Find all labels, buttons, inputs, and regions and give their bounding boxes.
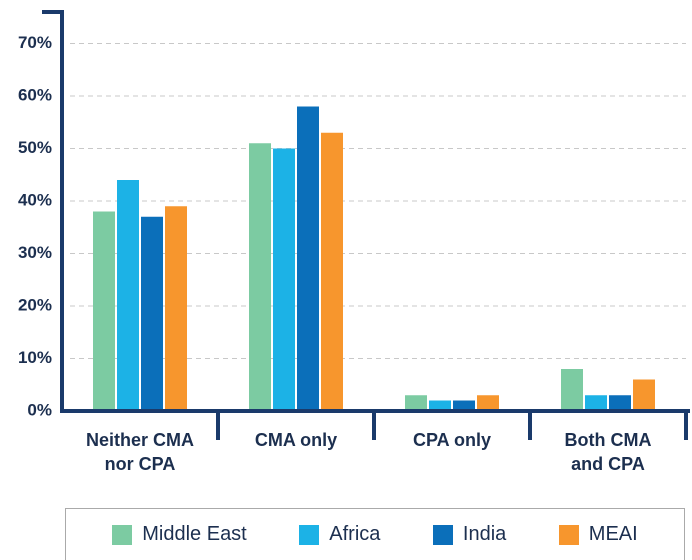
bar: [93, 211, 115, 411]
y-tick-label: 50%: [18, 138, 52, 157]
bar: [165, 206, 187, 411]
legend-label: India: [462, 523, 507, 545]
bar: [633, 379, 655, 411]
y-tick-label: 30%: [18, 243, 52, 262]
legend-swatch: [432, 524, 453, 545]
bar: [429, 400, 451, 411]
bar: [609, 395, 631, 411]
legend-item: MEAI: [558, 523, 638, 546]
bar: [273, 148, 295, 411]
bar: [117, 180, 139, 411]
legend-label: Middle East: [142, 523, 247, 545]
bar: [561, 369, 583, 411]
legend-label: MEAI: [588, 523, 638, 545]
bar: [249, 143, 271, 411]
x-tick-label: Neither CMA nor CPA: [85, 430, 194, 474]
y-tick-label: 0%: [27, 400, 52, 419]
legend-swatch: [299, 524, 320, 545]
y-tick-label: 10%: [18, 348, 52, 367]
x-tick-label: Both CMA and CPA: [564, 430, 652, 474]
legend-swatch: [112, 524, 133, 545]
y-tick-label: 20%: [18, 295, 52, 314]
legend: Middle East Africa India MEAI: [65, 508, 685, 560]
x-tick-label: CMA only: [254, 430, 338, 450]
y-tick-label: 70%: [18, 33, 52, 52]
bar: [297, 106, 319, 411]
legend-item: India: [432, 523, 507, 546]
bar: [585, 395, 607, 411]
bar: [477, 395, 499, 411]
legend-swatch: [558, 524, 579, 545]
legend-label: Africa: [329, 523, 381, 545]
bar: [405, 395, 427, 411]
legend-item: Middle East: [112, 523, 247, 546]
y-tick-label: 40%: [18, 190, 52, 209]
y-tick-label: 60%: [18, 85, 52, 104]
legend-item: Africa: [299, 523, 380, 546]
bar: [141, 216, 163, 411]
chart: 0% 10% 20% 30% 40% 50% 60% 70%: [18, 10, 690, 440]
bar: [321, 132, 343, 411]
bar: [453, 400, 475, 411]
x-tick-label: CPA only: [412, 430, 491, 450]
